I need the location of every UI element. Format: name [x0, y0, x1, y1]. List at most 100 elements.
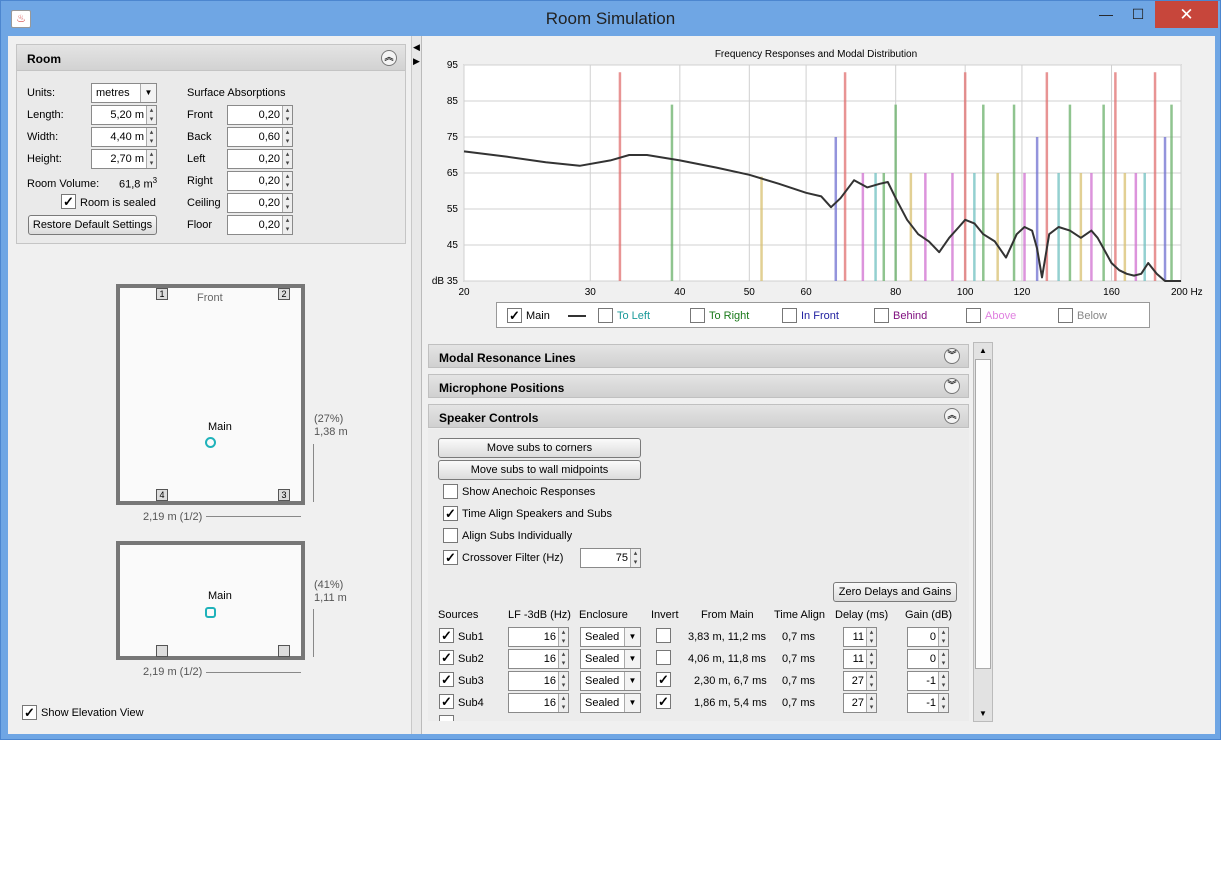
sub4-enclosure-select[interactable]: Sealed ▼ — [580, 693, 641, 713]
sub3-enabled-checkbox[interactable]: ✓ — [439, 672, 454, 687]
sub2-invert-checkbox[interactable] — [656, 650, 671, 665]
sub3-invert-checkbox[interactable]: ✓ — [656, 672, 671, 687]
crossover-checkbox[interactable]: ✓ — [443, 550, 458, 565]
x-tick-label-4: 60 — [801, 287, 813, 298]
scroll-down-arrow-icon[interactable]: ▼ — [979, 709, 987, 718]
section-speaker-controls[interactable]: Speaker Controls ︽ — [428, 404, 969, 428]
elev-main-mic-icon[interactable] — [205, 607, 216, 618]
show-elevation-checkbox[interactable]: ✓ — [22, 705, 37, 720]
scrollbar-thumb[interactable] — [975, 359, 991, 669]
restore-defaults-button[interactable]: Restore Default Settings — [28, 215, 157, 235]
sub3-lf-spinner[interactable]: 16 — [508, 671, 569, 691]
crossover-spinner[interactable]: 75 — [580, 548, 641, 568]
split-pane-divider[interactable]: ◀ ▶ — [412, 36, 422, 734]
modal-lines — [618, 72, 1173, 281]
elev-sub-right-marker[interactable] — [278, 645, 290, 657]
time-align-checkbox[interactable]: ✓ — [443, 506, 458, 521]
absorption-ceiling-spinner[interactable]: 0,20 — [227, 193, 293, 213]
chevron-down-icon[interactable]: ▼ — [624, 628, 640, 646]
java-app-icon[interactable]: ♨ — [11, 10, 31, 28]
sub1-marker[interactable]: 1 — [156, 288, 168, 300]
room-sealed-checkbox[interactable]: ✓ — [61, 194, 76, 209]
absorption-right-spinner[interactable]: 0,20 — [227, 171, 293, 191]
sub2-enclosure-select[interactable]: Sealed ▼ — [580, 649, 641, 669]
units-select[interactable]: metres ▼ — [91, 83, 157, 103]
height-spinner[interactable]: 2,70 m — [91, 149, 157, 169]
legend-to-left-checkbox[interactable] — [598, 308, 613, 323]
sub1-from-main: 3,83 m, 11,2 ms — [688, 631, 767, 643]
sub4-enabled-checkbox[interactable]: ✓ — [439, 694, 454, 709]
sub2-delay-spinner[interactable]: 11 — [843, 649, 877, 669]
sub1-gain-spinner[interactable]: 0 — [907, 627, 949, 647]
minimize-button[interactable]: — — [1099, 6, 1113, 22]
x-tick-label-5: 80 — [890, 287, 902, 298]
legend-main-checkbox[interactable]: ✓ — [507, 308, 522, 323]
sub4-gain-spinner[interactable]: -1 — [907, 693, 949, 713]
col-gain: Gain (dB) — [905, 609, 953, 621]
col-from-main: From Main — [701, 609, 754, 621]
chevron-down-icon[interactable]: ▼ — [624, 694, 640, 712]
divider-left-arrow-icon[interactable]: ◀ — [413, 42, 420, 52]
collapse-up-icon[interactable]: ︽ — [944, 408, 960, 424]
divider-right-arrow-icon[interactable]: ▶ — [413, 56, 420, 66]
frequency-response-chart[interactable]: Frequency Responses and Modal Distributi… — [422, 36, 1212, 298]
zero-delays-gains-button[interactable]: Zero Delays and Gains — [833, 582, 957, 602]
speaker-scrollbar[interactable]: ▲ ▼ — [973, 342, 993, 722]
legend-behind-checkbox[interactable] — [874, 308, 889, 323]
expand-down-icon[interactable]: ︾ — [944, 378, 960, 394]
sub4-invert-checkbox[interactable]: ✓ — [656, 694, 671, 709]
legend-in-front-checkbox[interactable] — [782, 308, 797, 323]
sub1-delay-spinner[interactable]: 11 — [843, 627, 877, 647]
move-subs-corners-button[interactable]: Move subs to corners — [438, 438, 641, 458]
show-anechoic-checkbox[interactable] — [443, 484, 458, 499]
section-modal-resonance[interactable]: Modal Resonance Lines ︾ — [428, 344, 969, 368]
sub2-gain-spinner[interactable]: 0 — [907, 649, 949, 669]
align-subs-checkbox[interactable] — [443, 528, 458, 543]
front-label: Front — [197, 292, 223, 304]
sub2-from-main: 4,06 m, 11,8 ms — [688, 653, 767, 665]
sub5-enabled-checkbox[interactable] — [439, 715, 454, 721]
legend-above-label: Above — [985, 310, 1017, 322]
sub1-enclosure-select[interactable]: Sealed ▼ — [580, 627, 641, 647]
maximize-button[interactable]: ☐ — [1131, 6, 1145, 22]
sub2-marker[interactable]: 2 — [278, 288, 290, 300]
title-bar[interactable]: ♨ Room Simulation — ☐ ✕ — [1, 1, 1220, 36]
col-enclosure: Enclosure — [579, 609, 628, 621]
sub1-enabled-checkbox[interactable]: ✓ — [439, 628, 454, 643]
sub3-gain-spinner[interactable]: -1 — [907, 671, 949, 691]
absorption-front-spinner[interactable]: 0,20 — [227, 105, 293, 125]
move-subs-midpoints-button[interactable]: Move subs to wall midpoints — [438, 460, 641, 480]
room-panel-header[interactable]: Room ︽ — [17, 45, 405, 71]
sub3-marker[interactable]: 3 — [278, 489, 290, 501]
sub4-marker[interactable]: 4 — [156, 489, 168, 501]
main-mic-icon[interactable] — [205, 437, 216, 448]
collapse-up-icon[interactable]: ︽ — [381, 50, 397, 66]
col-delay: Delay (ms) — [835, 609, 889, 621]
close-button[interactable]: ✕ — [1155, 1, 1218, 28]
chevron-down-icon[interactable]: ▼ — [624, 672, 640, 690]
chevron-down-icon[interactable]: ▼ — [624, 650, 640, 668]
length-spinner[interactable]: 5,20 m — [91, 105, 157, 125]
expand-down-icon[interactable]: ︾ — [944, 348, 960, 364]
legend-above-checkbox[interactable] — [966, 308, 981, 323]
absorption-back-spinner[interactable]: 0,60 — [227, 127, 293, 147]
sub2-enabled-checkbox[interactable]: ✓ — [439, 650, 454, 665]
section-microphone-positions[interactable]: Microphone Positions ︾ — [428, 374, 969, 398]
elev-sub-left-marker[interactable] — [156, 645, 168, 657]
sub4-lf-spinner[interactable]: 16 — [508, 693, 569, 713]
absorption-floor-spinner[interactable]: 0,20 — [227, 215, 293, 235]
chevron-down-icon[interactable]: ▼ — [140, 84, 156, 102]
sub1-invert-checkbox[interactable] — [656, 628, 671, 643]
sub1-lf-spinner[interactable]: 16 — [508, 627, 569, 647]
scroll-up-arrow-icon[interactable]: ▲ — [979, 346, 987, 355]
room-elevation-view[interactable]: Main — [116, 541, 305, 660]
absorption-left-spinner[interactable]: 0,20 — [227, 149, 293, 169]
legend-to-right-checkbox[interactable] — [690, 308, 705, 323]
width-spinner[interactable]: 4,40 m — [91, 127, 157, 147]
room-plan-view[interactable]: 1 2 4 3 Front Main — [116, 284, 305, 505]
sub2-lf-spinner[interactable]: 16 — [508, 649, 569, 669]
legend-below-checkbox[interactable] — [1058, 308, 1073, 323]
sub3-delay-spinner[interactable]: 27 — [843, 671, 877, 691]
sub4-delay-spinner[interactable]: 27 — [843, 693, 877, 713]
sub3-enclosure-select[interactable]: Sealed ▼ — [580, 671, 641, 691]
